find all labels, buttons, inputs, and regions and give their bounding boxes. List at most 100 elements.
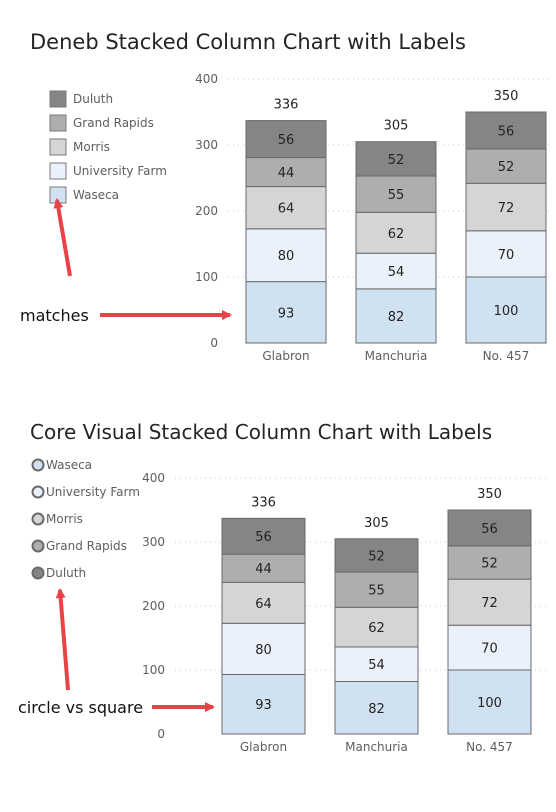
bar-segment-grand-rapids <box>465 148 547 184</box>
legend-marker-circle <box>31 485 45 499</box>
bar-segment-duluth <box>355 141 437 177</box>
total-label: 350 <box>477 487 502 502</box>
y-tick-label: 0 <box>210 336 218 350</box>
bar-segment-grand-rapids <box>355 175 437 213</box>
y-tick-label: 0 <box>157 727 165 741</box>
legend-label: Grand Rapids <box>46 539 127 553</box>
total-label: 305 <box>364 516 389 531</box>
data-label: 54 <box>368 658 385 673</box>
bar-segment-morris <box>221 581 306 624</box>
bar-segment-duluth <box>245 120 327 159</box>
y-tick-label: 400 <box>195 72 218 86</box>
core-visual-chart: Core Visual Stacked Column Chart with La… <box>30 420 550 754</box>
bar-segment-waseca <box>245 281 327 344</box>
annotation-arrows <box>53 198 232 712</box>
x-tick-label: Manchuria <box>365 349 428 363</box>
total-label: 305 <box>384 119 409 134</box>
data-label: 55 <box>368 584 385 599</box>
bar-segment-morris <box>355 211 437 254</box>
data-label: 82 <box>388 310 405 325</box>
chart-title: Core Visual Stacked Column Chart with La… <box>30 420 492 444</box>
legend-label: Duluth <box>73 92 113 106</box>
data-label: 54 <box>388 265 405 280</box>
bar-segment-morris <box>245 186 327 230</box>
bar-segment-duluth <box>334 538 419 573</box>
bar-segment-waseca <box>355 288 437 344</box>
y-tick-label: 200 <box>195 204 218 218</box>
bar-segment-duluth <box>221 517 306 555</box>
x-tick-label: Manchuria <box>345 740 408 754</box>
legend-marker-square <box>49 114 67 132</box>
data-label: 52 <box>368 549 385 564</box>
bar-segment-grand-rapids <box>245 157 327 188</box>
data-label: 70 <box>481 642 498 657</box>
legend-marker-square <box>49 138 67 156</box>
data-label: 62 <box>388 227 405 242</box>
data-label: 100 <box>494 304 519 319</box>
data-label: 52 <box>388 153 405 168</box>
data-label: 55 <box>388 188 405 203</box>
legend-label: Morris <box>46 512 83 526</box>
bar-segment-waseca <box>465 276 547 344</box>
data-label: 64 <box>278 202 295 217</box>
data-label: 52 <box>481 556 498 571</box>
bar-segment-university-farm <box>355 252 437 290</box>
bar-segment-grand-rapids <box>334 571 419 608</box>
data-label: 44 <box>278 166 295 181</box>
total-label: 336 <box>251 495 276 510</box>
y-tick-label: 300 <box>142 535 165 549</box>
data-label: 44 <box>255 562 272 577</box>
data-label: 52 <box>498 160 515 175</box>
bar-segment-university-farm <box>221 622 306 675</box>
legend-marker-circle <box>31 539 45 553</box>
x-tick-label: No. 457 <box>483 349 530 363</box>
bar-segment-duluth <box>465 111 547 150</box>
data-label: 56 <box>278 133 295 148</box>
data-label: 82 <box>368 702 385 717</box>
data-label: 56 <box>498 124 515 139</box>
y-tick-label: 300 <box>195 138 218 152</box>
x-tick-label: Glabron <box>262 349 309 363</box>
data-label: 80 <box>255 643 272 658</box>
data-label: 93 <box>255 698 272 713</box>
x-tick-label: Glabron <box>240 740 287 754</box>
data-label: 72 <box>498 201 515 216</box>
data-label: 62 <box>368 621 385 636</box>
data-label: 56 <box>255 530 272 545</box>
circle-vs-square-annotation: circle vs square <box>18 698 143 717</box>
bar-segment-university-farm <box>465 230 547 278</box>
data-label: 64 <box>255 597 272 612</box>
legend-marker-square <box>49 162 67 180</box>
legend-label: Morris <box>73 140 110 154</box>
matches-annotation: matches <box>20 306 89 325</box>
legend-marker-circle <box>31 458 45 472</box>
x-tick-label: No. 457 <box>466 740 513 754</box>
bar-segment-waseca <box>334 681 419 735</box>
legend-arrow-top <box>53 198 72 277</box>
deneb-chart: Deneb Stacked Column Chart with Labels 0 1… <box>30 30 550 363</box>
legend-label: University Farm <box>73 164 167 178</box>
y-tick-label: 200 <box>142 599 165 613</box>
legend-label: Grand Rapids <box>73 116 154 130</box>
legend-label: University Farm <box>46 485 140 499</box>
data-label: 72 <box>481 596 498 611</box>
chart-title: Deneb Stacked Column Chart with Labels <box>30 30 466 54</box>
bar-segment-grand-rapids <box>447 545 532 580</box>
data-label: 70 <box>498 248 515 263</box>
y-tick-label: 400 <box>142 471 165 485</box>
data-label: 56 <box>481 522 498 537</box>
y-tick-label: 100 <box>195 270 218 284</box>
total-label: 350 <box>494 89 519 104</box>
legend-label: Waseca <box>73 188 119 202</box>
data-label: 80 <box>278 249 295 264</box>
y-tick-label: 100 <box>142 663 165 677</box>
legend-marker-circle <box>31 512 45 526</box>
legend-marker-circle <box>31 566 45 580</box>
bar-segment-university-farm <box>245 228 327 283</box>
bar-segment-waseca <box>447 669 532 735</box>
data-label: 100 <box>477 696 502 711</box>
bar-segment-grand-rapids <box>221 553 306 583</box>
bar-segment-morris <box>465 182 547 232</box>
bar-segment-university-farm <box>447 624 532 671</box>
